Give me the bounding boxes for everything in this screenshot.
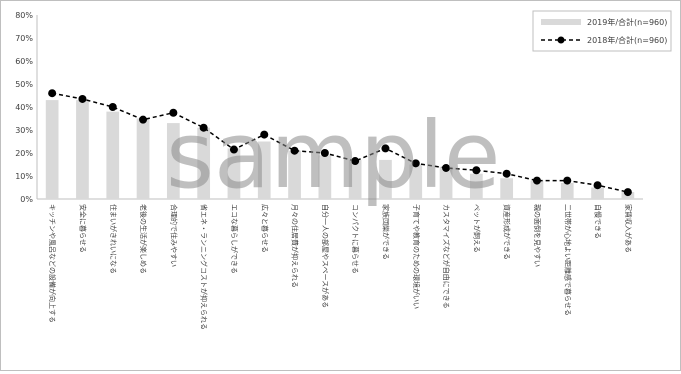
- bar: [500, 178, 514, 199]
- line-point: [351, 157, 360, 166]
- line-point: [593, 181, 602, 190]
- x-category-label: カスタマイズなどが自由にできる: [442, 204, 451, 309]
- x-category-label: ペットが飼える: [472, 204, 481, 253]
- bar: [136, 118, 150, 199]
- legend-box: [532, 10, 672, 52]
- x-category-label: 住まいがきれいになる: [109, 204, 118, 274]
- line-point: [260, 130, 269, 139]
- y-tick-label: 50%: [15, 80, 33, 89]
- bar: [560, 182, 574, 199]
- bar: [439, 166, 453, 199]
- line-point: [108, 103, 117, 111]
- y-tick-label: 30%: [15, 126, 33, 135]
- bar: [288, 150, 301, 199]
- line-point: [320, 149, 329, 157]
- x-category-label: 子育てや教育のための環境がいい: [412, 204, 421, 309]
- legend: 2019年/合計(n=960) 2018年/合計(n=960): [532, 10, 672, 52]
- x-category-label: 自慢できる: [594, 204, 603, 239]
- x-category-label: 自分一人の部屋やスペースがある: [321, 204, 330, 308]
- x-category-label: 老後の生活が楽しめる: [139, 204, 148, 274]
- bar: [469, 173, 483, 199]
- y-tick-label: 40%: [15, 103, 33, 112]
- line-point: [532, 176, 541, 185]
- line-point: [48, 89, 57, 98]
- line-point: [442, 163, 451, 172]
- legend-label-2018: 2018年/合計(n=960): [587, 35, 667, 45]
- bar: [409, 164, 423, 199]
- bar: [318, 155, 332, 199]
- y-tick-label: 80%: [15, 11, 33, 20]
- legend-label-2019: 2019年/合計(n=960): [587, 17, 667, 27]
- x-category-label: エコな暮らしができる: [230, 204, 239, 274]
- line-point: [229, 145, 238, 154]
- bar: [379, 159, 392, 199]
- y-tick-label: 70%: [15, 34, 33, 43]
- bar: [227, 148, 241, 199]
- legend-swatch-2019: [541, 19, 581, 25]
- line-point: [169, 108, 178, 117]
- bar-series-2019: [45, 100, 635, 199]
- x-category-label: 合理的で住みやすい: [169, 204, 178, 267]
- x-category-label: 家賃収入がある: [624, 204, 633, 253]
- x-category-label: 月々の住居費が抑えられる: [291, 204, 300, 288]
- line-point: [78, 94, 87, 103]
- line-point: [502, 169, 511, 178]
- x-category-label: 家族団欒ができる: [381, 204, 390, 260]
- line-point: [472, 166, 481, 175]
- x-category-label: キッチンや風呂などの設備が向上する: [48, 204, 57, 323]
- line-point: [411, 159, 420, 168]
- x-category-label: コンパクトに暮らせる: [351, 204, 360, 274]
- bar: [530, 180, 544, 199]
- bar: [257, 141, 271, 199]
- bar: [591, 187, 604, 199]
- x-category-label: 二世帯が心地よい距離感で暮らせる: [563, 204, 572, 316]
- line-point: [563, 176, 572, 185]
- series-line: [52, 92, 629, 193]
- y-tick-label: 0%: [20, 195, 33, 204]
- line-point: [381, 144, 390, 153]
- x-category-label: 広々と暮らせる: [260, 204, 269, 253]
- y-tick-label: 10%: [15, 172, 33, 181]
- bar: [76, 100, 89, 199]
- category-labels: キッチンや風呂などの設備が向上する 安全に暮らせる 住まいがきれいになる 老後の生活が…: [48, 204, 633, 330]
- line-point: [139, 115, 148, 124]
- y-tick-label: 20%: [15, 149, 33, 158]
- bar: [197, 127, 211, 199]
- x-category-label: 親の面倒を見やすい: [533, 204, 542, 267]
- bar: [166, 123, 180, 199]
- line-point: [199, 123, 208, 132]
- bar: [348, 159, 362, 199]
- x-category-label: 資産形成ができる: [503, 204, 512, 260]
- line-series-2018: [48, 89, 632, 197]
- y-tick-label: 60%: [15, 57, 33, 66]
- x-category-label: 安全に暮らせる: [78, 204, 87, 253]
- line-point: [623, 188, 632, 197]
- bar: [45, 100, 59, 199]
- x-category-label: 省エネ・ランニングコストが抑えられる: [200, 204, 209, 330]
- line-point: [290, 146, 299, 155]
- bar: [106, 111, 120, 199]
- legend-swatch-2018-marker: [557, 36, 565, 44]
- watermark: sample: [166, 102, 501, 209]
